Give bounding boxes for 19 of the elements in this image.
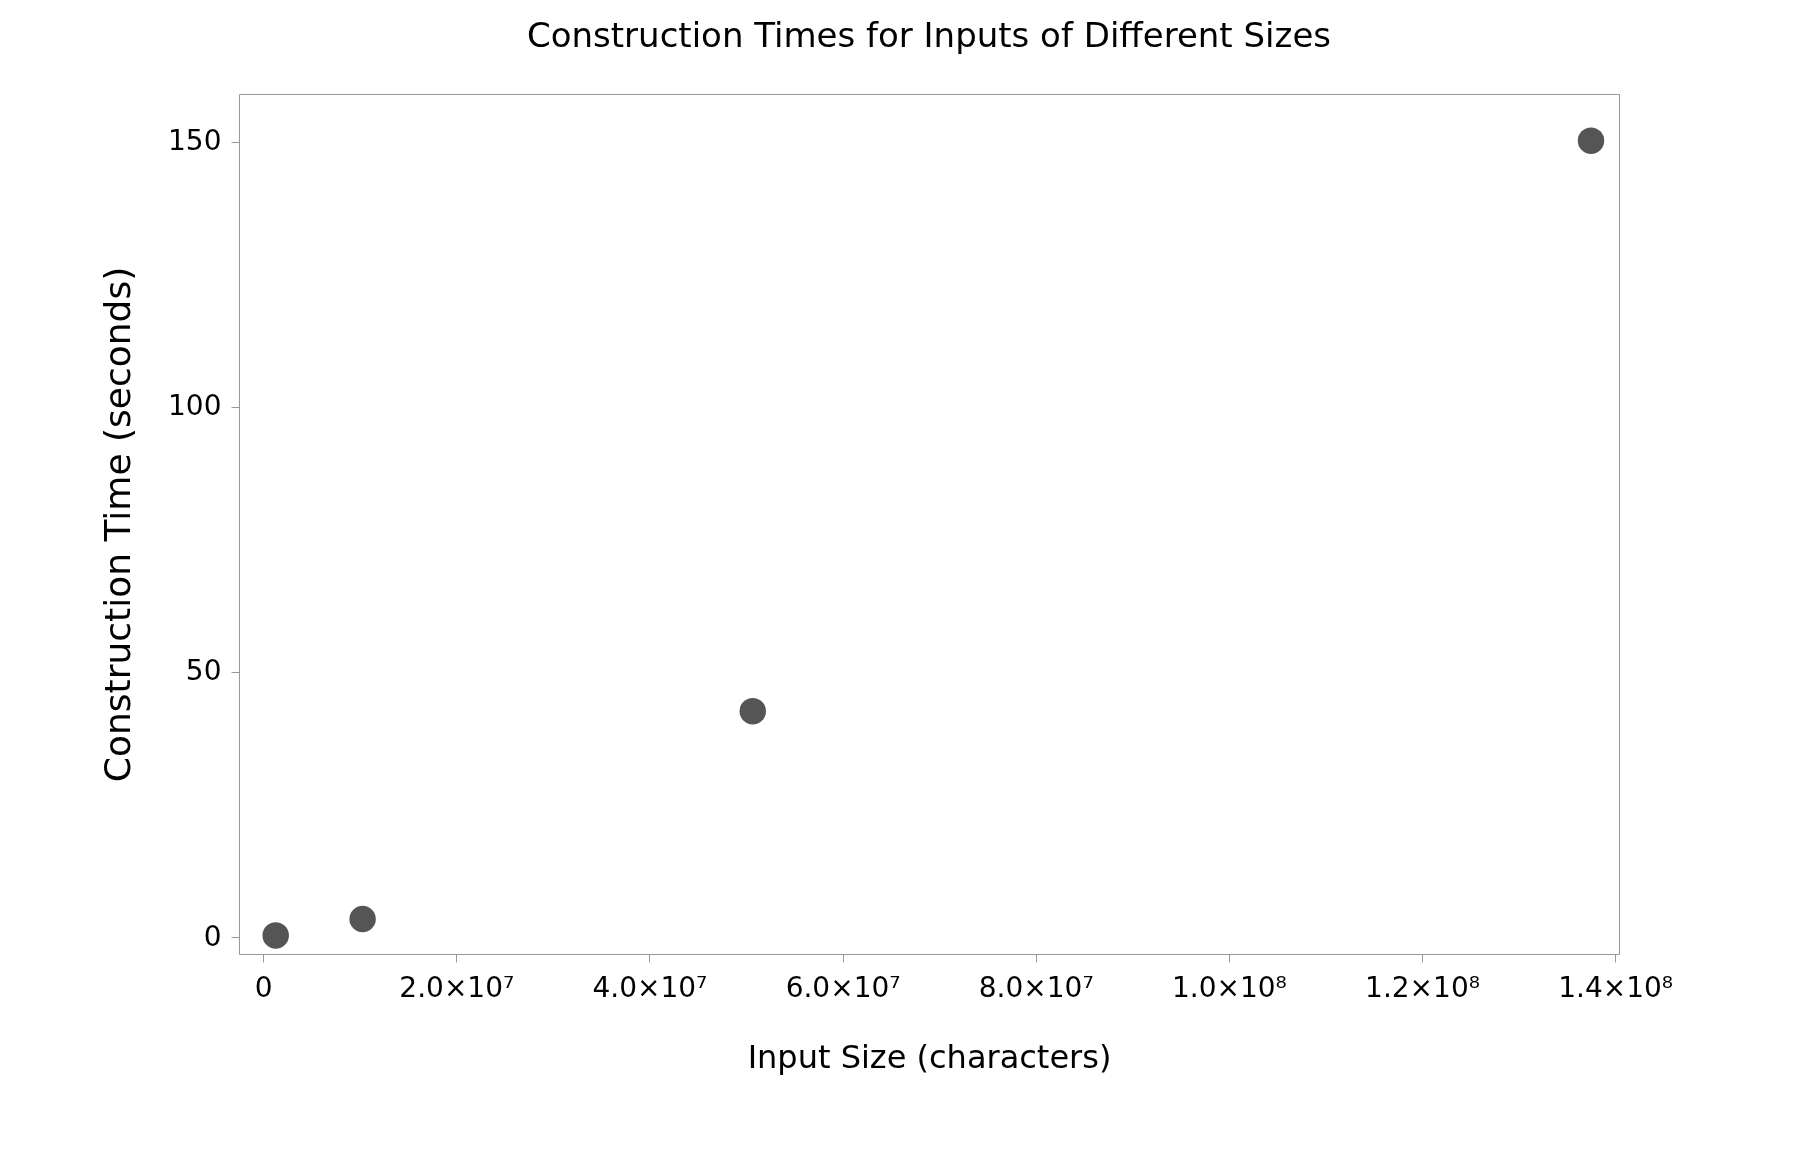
- x-tick-label: 6.0×10⁷: [785, 970, 901, 1004]
- x-tick-label: 1.4×10⁸: [1558, 970, 1674, 1004]
- y-axis-title: Construction Time (seconds): [97, 266, 139, 783]
- x-tick-label: 0: [254, 970, 273, 1004]
- y-tick-label: 50: [185, 654, 222, 688]
- x-tick-label: 1.2×10⁸: [1365, 970, 1480, 1004]
- chart-title: Construction Times for Inputs of Different Sizes: [526, 15, 1332, 55]
- point: [1577, 127, 1605, 154]
- point: [262, 922, 289, 949]
- x-axis-title: Input Size (characters): [747, 1037, 1112, 1076]
- point: [349, 905, 376, 933]
- x-tick-label: 1.0×10⁸: [1171, 970, 1287, 1004]
- y-tick-label: 100: [168, 389, 222, 423]
- y-tick-label: 150: [168, 124, 222, 158]
- point: [739, 697, 766, 725]
- x-tick-label: 4.0×10⁷: [592, 970, 708, 1004]
- x-tick-label: 8.0×10⁷: [978, 970, 1094, 1004]
- x-tick-label: 2.0×10⁷: [399, 970, 515, 1004]
- y-tick-label: 0: [203, 919, 222, 953]
